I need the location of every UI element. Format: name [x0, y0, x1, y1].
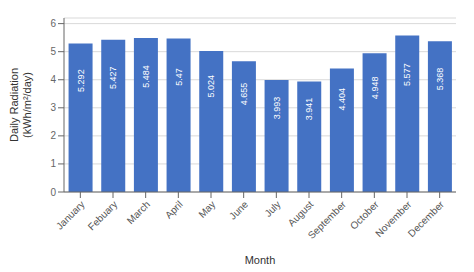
- svg-text:1: 1: [50, 158, 56, 169]
- svg-text:March: March: [125, 199, 152, 226]
- svg-text:4.948: 4.948: [370, 77, 380, 100]
- svg-text:5.577: 5.577: [402, 63, 412, 86]
- svg-text:Month: Month: [245, 254, 276, 264]
- svg-text:November: November: [373, 198, 414, 240]
- svg-text:5.484: 5.484: [141, 65, 151, 88]
- svg-text:5.427: 5.427: [108, 67, 118, 90]
- svg-text:September: September: [306, 198, 349, 241]
- svg-text:4.404: 4.404: [337, 88, 347, 111]
- svg-text:December: December: [406, 198, 447, 239]
- svg-text:January: January: [54, 199, 87, 232]
- svg-text:3.993: 3.993: [272, 97, 282, 120]
- svg-text:August: August: [286, 199, 316, 229]
- svg-text:4: 4: [50, 74, 56, 85]
- svg-text:5: 5: [50, 46, 56, 57]
- svg-text:3.941: 3.941: [304, 98, 314, 121]
- svg-text:May: May: [196, 199, 217, 220]
- svg-text:Febuary: Febuary: [86, 199, 120, 233]
- svg-text:5.024: 5.024: [206, 75, 216, 98]
- svg-text:4.655: 4.655: [239, 83, 249, 106]
- svg-text:July: July: [262, 199, 282, 219]
- svg-text:6: 6: [50, 18, 56, 29]
- svg-text:June: June: [227, 198, 250, 221]
- svg-text:5.47: 5.47: [174, 68, 184, 86]
- svg-text:3: 3: [50, 102, 56, 113]
- svg-text:0: 0: [50, 187, 56, 198]
- svg-text:5.292: 5.292: [76, 69, 86, 92]
- svg-text:Daily Radiation(kWh/m²/day): Daily Radiation(kWh/m²/day): [8, 68, 33, 142]
- svg-text:April: April: [163, 199, 185, 221]
- svg-text:2: 2: [50, 130, 56, 141]
- svg-text:October: October: [348, 198, 381, 231]
- svg-text:5.368: 5.368: [435, 68, 445, 91]
